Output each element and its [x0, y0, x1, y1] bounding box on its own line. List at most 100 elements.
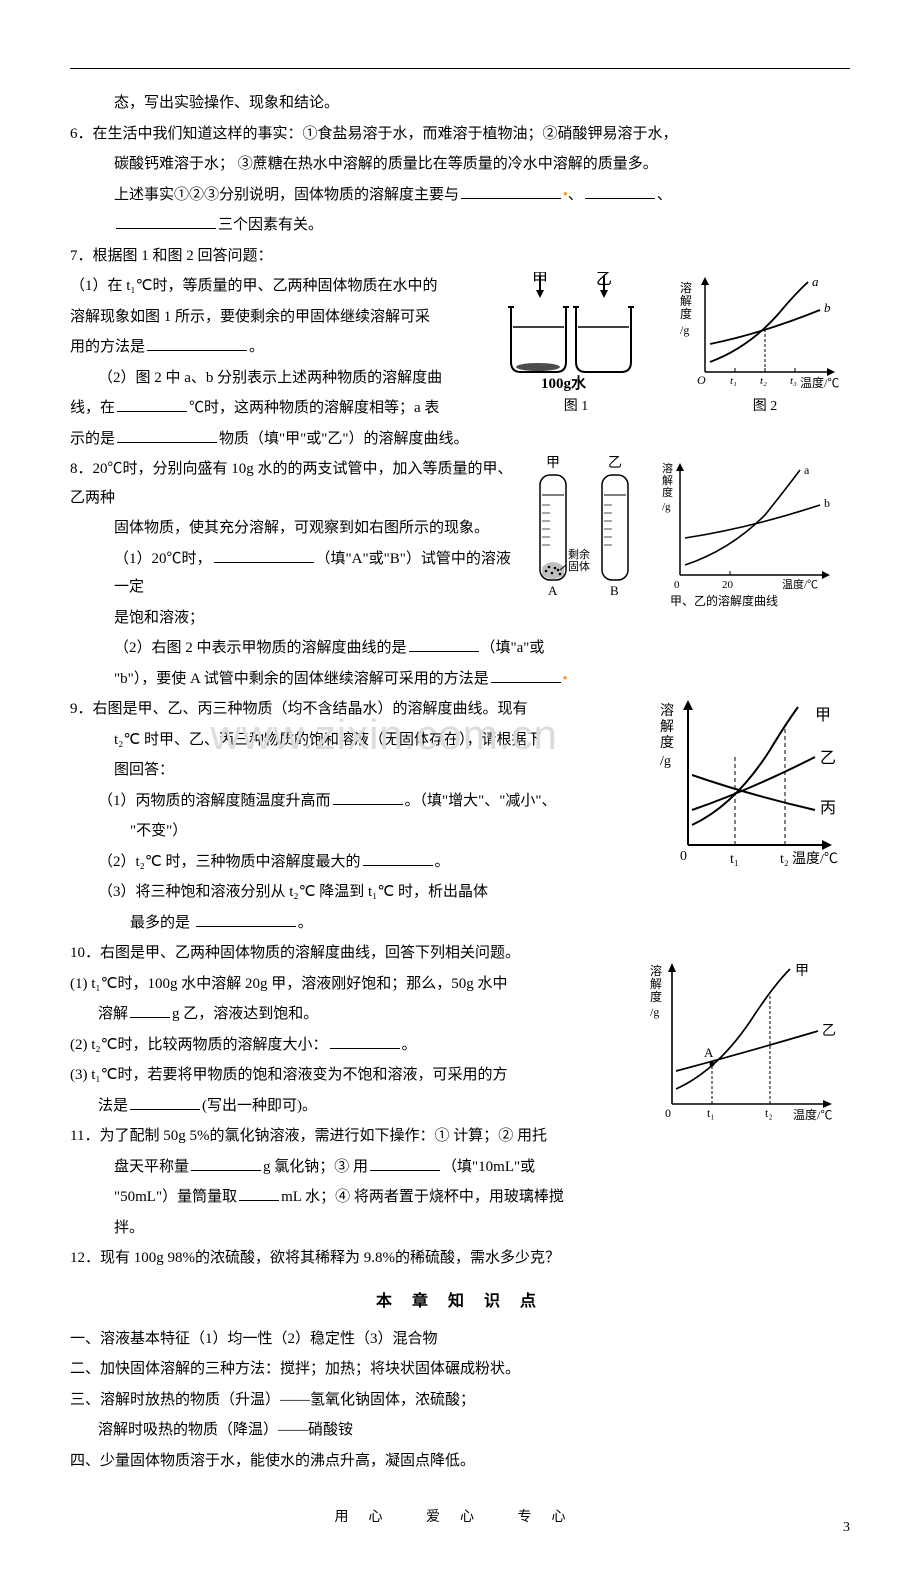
svg-text:甲: 甲: [815, 707, 831, 724]
q7-l6: 示的是物质（填"甲"或"乙"）的溶解度曲线。: [70, 425, 850, 454]
q9-s2-post: 。: [435, 854, 450, 870]
svg-text:t₂: t₂: [760, 375, 767, 387]
orange-marker: ●: [563, 673, 568, 682]
q10-fig: 溶 解 度 /g 0 甲 乙 A t₁ t₂ 温度/℃: [650, 959, 850, 1129]
q9-s1-post: 。（填"增大"、"减小"、: [405, 793, 557, 809]
fig9-svg: 溶 解 度 /g 0 t₁ t₂ 甲 乙 丙 温度/℃: [660, 695, 845, 870]
blank: [239, 1183, 279, 1201]
q12-l1: 12．现有 100g 98%的浓硫酸，欲将其稀释为 9.8%的稀硫酸，需水多少克…: [70, 1244, 850, 1273]
svg-text:甲、乙的溶解度曲线: 甲、乙的溶解度曲线: [670, 593, 778, 608]
svg-text:溶: 溶: [680, 280, 692, 295]
q7-l3-pre: 用的方法是: [70, 339, 145, 355]
blank: [330, 1031, 400, 1049]
svg-text:温度/℃: 温度/℃: [793, 1107, 832, 1122]
svg-text:乙: 乙: [608, 455, 622, 471]
svg-text:a: a: [804, 463, 810, 477]
q6-line4: 三个因素有关。: [70, 211, 850, 240]
q11-l2-pre: 盘天平称量: [114, 1159, 189, 1175]
svg-text:b: b: [824, 496, 830, 510]
k1: 一、溶液基本特征（1）均一性（2）稳定性（3）混合物: [70, 1325, 850, 1354]
svg-text:t₃: t₃: [790, 375, 797, 387]
svg-text:t₁: t₁: [730, 852, 739, 867]
svg-text:温度/℃: 温度/℃: [782, 577, 818, 591]
q11-l3-post: mL 水；④ 将两者置于烧杯中，用玻璃棒搅: [281, 1189, 564, 1205]
blank: [117, 394, 187, 412]
svg-text:t₂: t₂: [765, 1106, 773, 1120]
sep: 、: [657, 187, 672, 203]
blank: [333, 787, 403, 805]
fig10-svg: 溶 解 度 /g 0 甲 乙 A t₁ t₂ 温度/℃: [650, 959, 845, 1129]
svg-text:乙: 乙: [822, 1023, 836, 1039]
svg-text:解: 解: [662, 473, 673, 487]
svg-text:A: A: [704, 1045, 714, 1060]
svg-text:乙: 乙: [820, 750, 836, 767]
q7-l5-pre: 线，在: [70, 400, 115, 416]
svg-text:溶: 溶: [650, 963, 662, 978]
q7-l6-post: 物质（填"甲"或"乙"）的溶解度曲线。: [219, 431, 469, 447]
q11-l2: 盘天平称量g 氯化钠；③ 用（填"10mL"或: [70, 1153, 850, 1182]
q8-l5-post: （填"a"或: [481, 640, 545, 656]
q10-s1b-post: g 乙，溶液达到饱和。: [172, 1006, 318, 1022]
q5-cont: 态，写出实验操作、现象和结论。: [70, 89, 850, 118]
blank: [130, 1000, 170, 1018]
q8-l5: （2）右图 2 中表示甲物质的溶解度曲线的是（填"a"或: [70, 634, 850, 663]
top-rule: [70, 68, 850, 69]
fig8-svg: 甲 乙 剩余 固体 A B 溶 解 度 /g: [530, 455, 840, 610]
svg-text:t₁: t₁: [730, 375, 737, 387]
blank: [117, 425, 217, 443]
blank: [116, 211, 216, 229]
blank: [585, 181, 655, 199]
q11-l3-pre: "50mL"）量筒量取: [114, 1189, 237, 1205]
blank: [461, 181, 561, 199]
svg-text:溶: 溶: [660, 703, 674, 719]
svg-text:0: 0: [680, 849, 687, 864]
svg-text:丙: 丙: [820, 800, 836, 817]
fig2-caption: 图 2: [680, 394, 850, 421]
k2: 二、加快固体溶解的三种方法：搅拌；加热；将块状固体碾成粉状。: [70, 1355, 850, 1384]
q10-s3b-post: (写出一种即可)。: [202, 1098, 317, 1114]
svg-text:剩余: 剩余: [568, 547, 590, 561]
fig2-svg: 溶 解 度 /g 温度/℃ O a b t₁ t₂ t₃: [680, 272, 845, 392]
svg-text:0: 0: [674, 579, 680, 591]
q10-s2-pre: (2) t₂℃时，比较两物质的溶解度大小：: [70, 1037, 328, 1053]
svg-text:a: a: [812, 274, 819, 289]
q10-s2-post: 。: [402, 1037, 417, 1053]
q9-s3b-post: 。: [298, 915, 313, 931]
q6-line2: 碳酸钙难溶于水； ③蔗糖在热水中溶解的质量比在等质量的冷水中溶解的质量多。: [70, 150, 850, 179]
q6-line3-pre: 上述事实①②③分别说明，固体物质的溶解度主要与: [114, 187, 459, 203]
fig1-svg: 甲 乙 100g水: [486, 272, 646, 392]
q8-l6: "b"），要使 A 试管中剩余的固体继续溶解可采用的方法是 ●: [70, 665, 850, 694]
blank: [214, 545, 314, 563]
k4: 四、少量固体物质溶于水，能使水的沸点升高，凝固点降低。: [70, 1447, 850, 1476]
q8-fig: 甲 乙 剩余 固体 A B 溶 解 度 /g: [530, 455, 850, 610]
fig2-wrapper: 溶 解 度 /g 温度/℃ O a b t₁ t₂ t₃ 图 2: [680, 272, 850, 421]
q9-s3b-pre: 最多的是: [130, 915, 194, 931]
svg-text:O: O: [697, 373, 706, 387]
svg-text:/g: /g: [662, 501, 671, 513]
k3a: 三、溶解时放热的物质（升温）——氢氧化钠固体，浓硫酸；: [70, 1386, 850, 1415]
blank: [147, 333, 247, 351]
q7-l3-post: 。: [249, 339, 264, 355]
q9-s1-pre: （1）丙物质的溶解度随温度升高而: [98, 793, 331, 809]
svg-text:t₁: t₁: [707, 1106, 715, 1120]
q9-s2-pre: （2）t₂℃ 时，三种物质中溶解度最大的: [98, 854, 361, 870]
svg-text:温度/℃: 温度/℃: [800, 375, 839, 390]
svg-text:溶: 溶: [662, 461, 673, 475]
blank: [363, 848, 433, 866]
svg-text:度: 度: [662, 485, 673, 499]
svg-text:解: 解: [680, 294, 692, 308]
blank: [191, 1153, 261, 1171]
svg-text:/g: /g: [680, 323, 689, 337]
svg-text:解: 解: [650, 977, 662, 991]
svg-text:0: 0: [665, 1106, 671, 1120]
blank: [370, 1153, 440, 1171]
q10-s1b-pre: 溶解: [98, 1006, 128, 1022]
q8-l6-pre: "b"），要使 A 试管中剩余的固体继续溶解可采用的方法是: [114, 671, 489, 687]
svg-text:A: A: [548, 583, 558, 598]
q9-fig: 溶 解 度 /g 0 t₁ t₂ 甲 乙 丙 温度/℃: [660, 695, 850, 870]
svg-text:固体: 固体: [568, 559, 590, 573]
footer: 用心 爱心 专心: [70, 1505, 850, 1532]
q9-s3b: 最多的是 。: [70, 909, 850, 938]
svg-text:100g水: 100g水: [541, 374, 587, 392]
blank: [491, 665, 561, 683]
